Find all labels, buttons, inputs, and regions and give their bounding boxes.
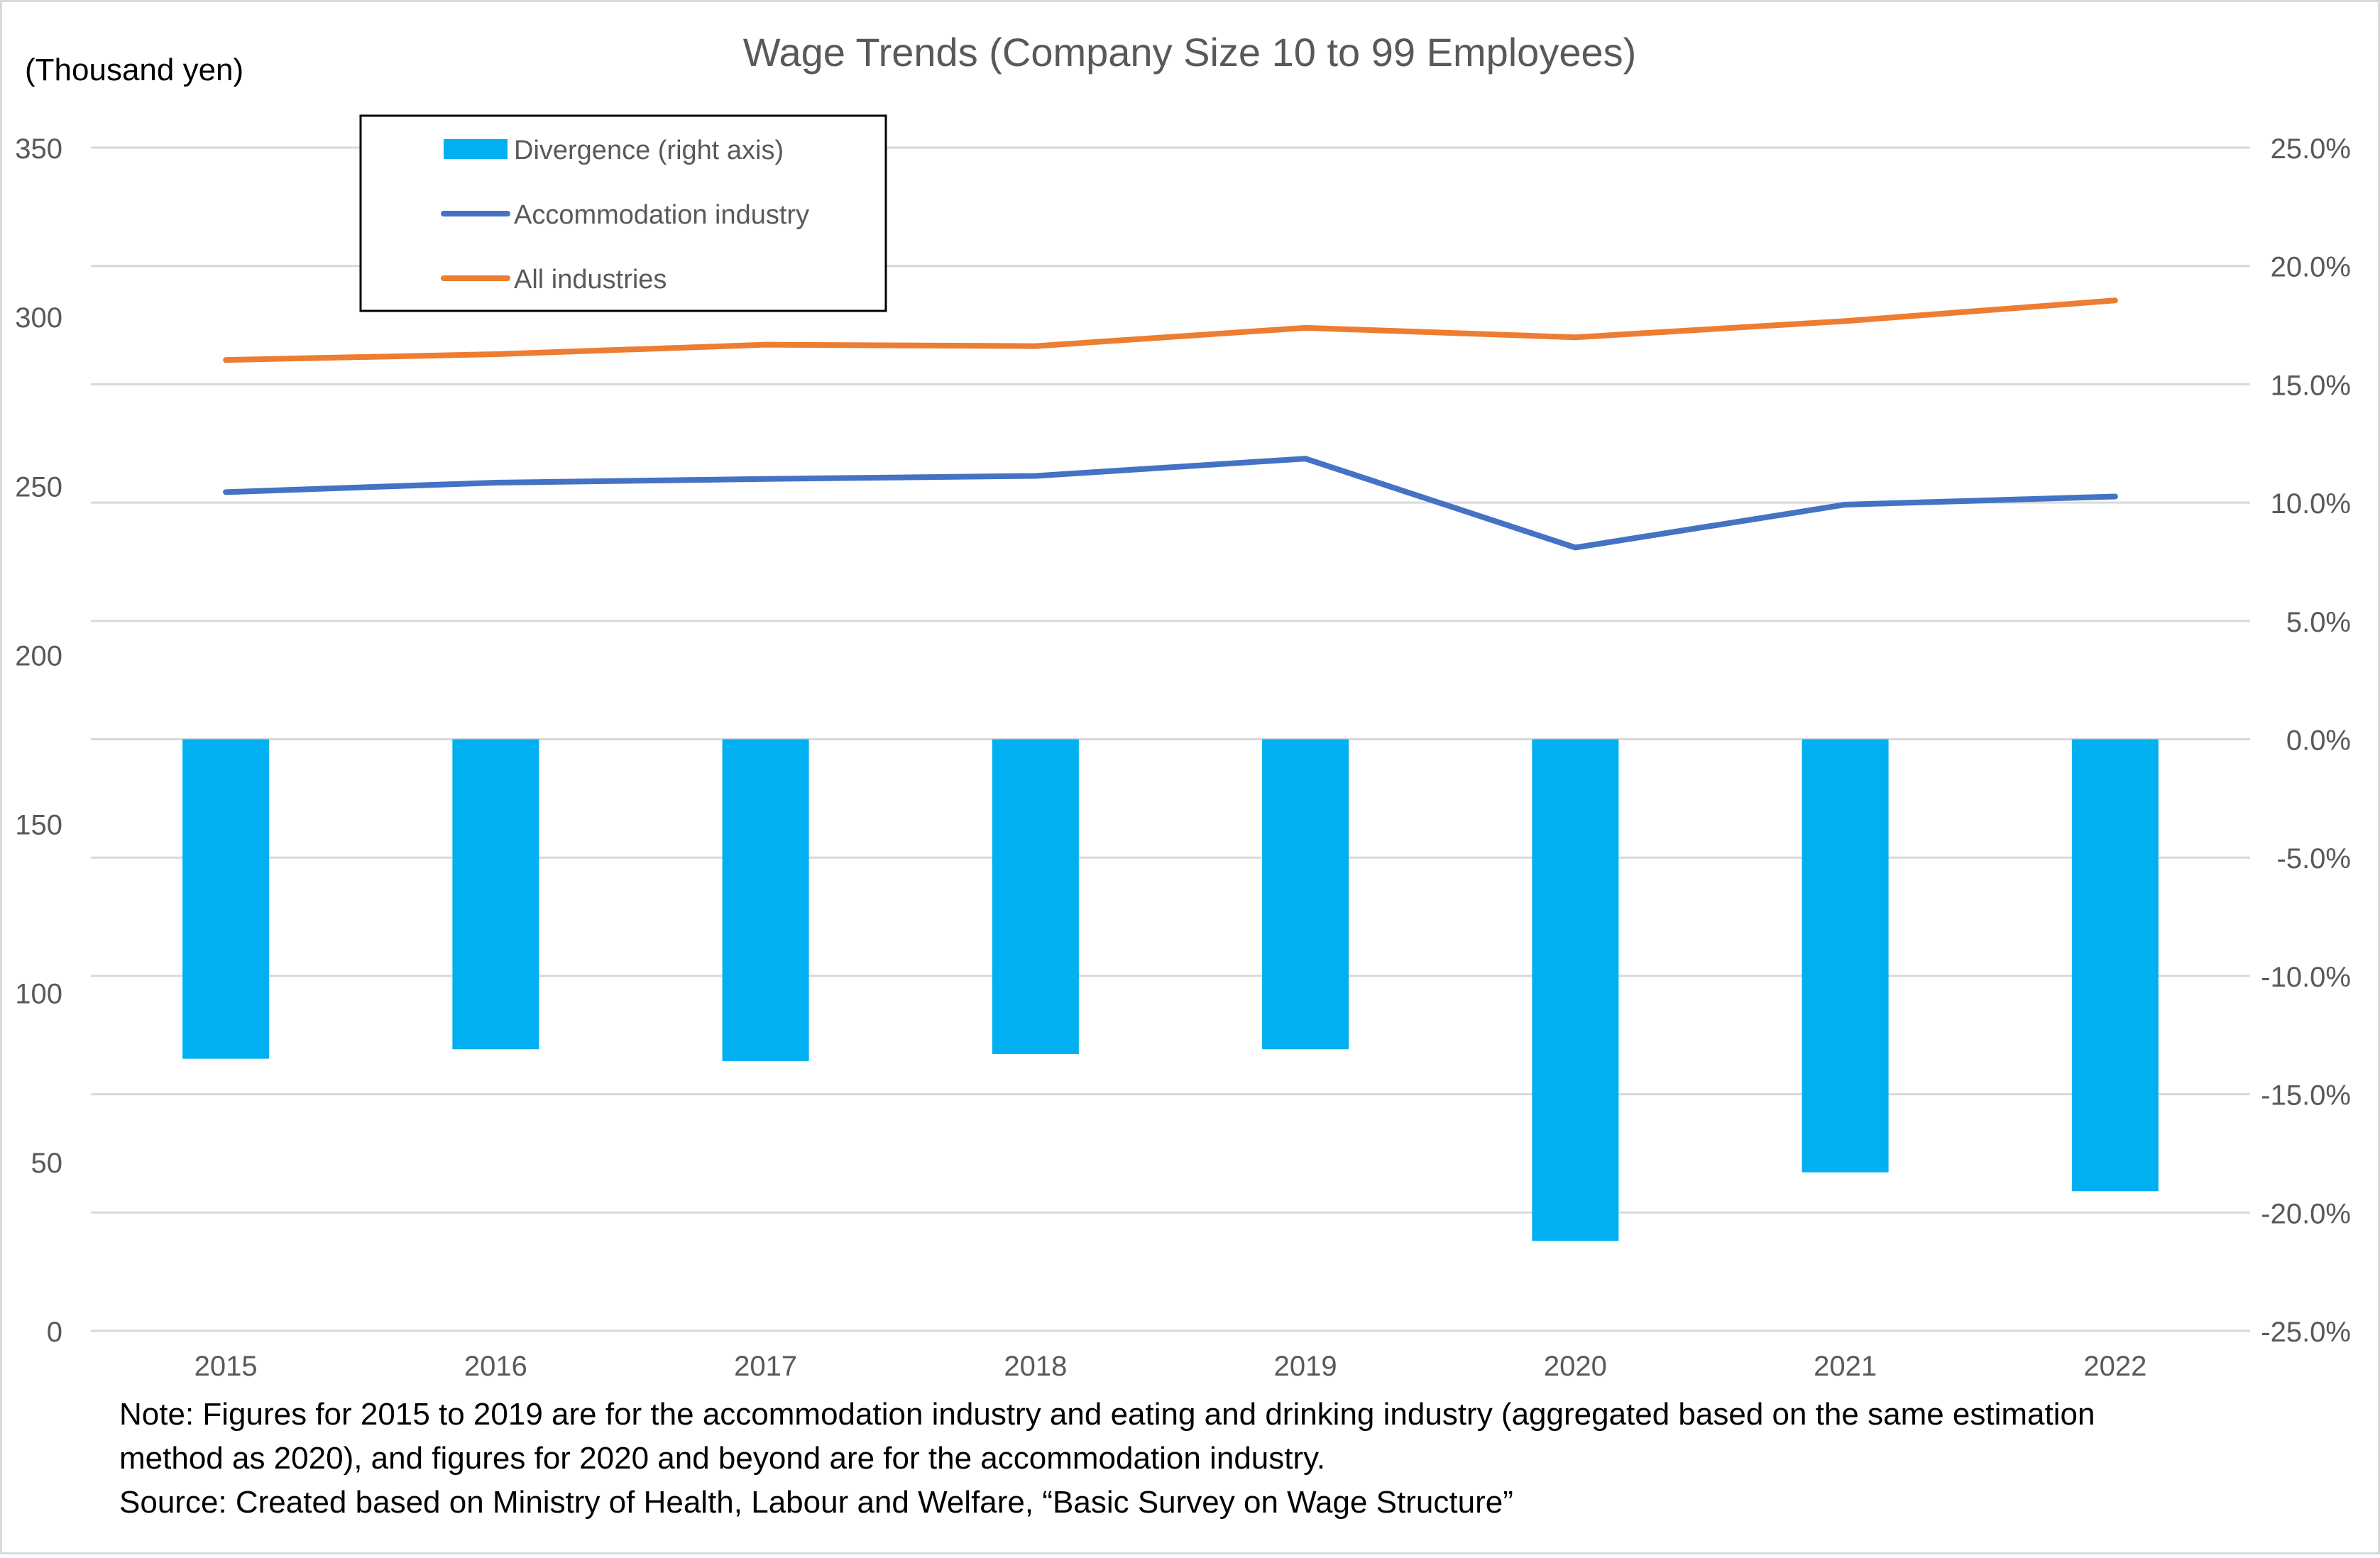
chart-note: Note: Figures for 2015 to 2019 are for t…	[119, 1393, 2334, 1525]
legend-label-all-industries: All industries	[514, 265, 667, 295]
bar-divergence	[1802, 739, 1889, 1173]
right-axis-tick-label: 0.0%	[2286, 725, 2351, 757]
legend-swatch-divergence-right-axis	[444, 139, 508, 159]
right-axis-tick-label: -25.0%	[2261, 1317, 2351, 1348]
left-axis-tick-label: 300	[15, 302, 62, 334]
axes: 0 50 100 150 200 250 300 350 -25.0% -20.0% -15.0% -…	[15, 133, 2351, 1382]
note-line-1: Note: Figures for 2015 to 2019 are for t…	[119, 1397, 2095, 1432]
x-axis-tick-label: 2021	[1814, 1351, 1877, 1382]
bar-divergence	[2071, 739, 2159, 1192]
left-axis-unit-label: (Thousand yen)	[25, 53, 243, 87]
line-all-industries	[223, 297, 2118, 363]
right-axis-tick-label: 25.0%	[2271, 133, 2351, 165]
note-line-2: method as 2020), and figures for 2020 an…	[119, 1441, 1326, 1476]
x-axis-tick-label: 2020	[1544, 1351, 1607, 1382]
right-axis-tick-label: 20.0%	[2271, 252, 2351, 283]
legend-label-accommodation-industry: Accommodation industry	[514, 200, 809, 230]
left-axis-tick-label: 200	[15, 640, 62, 671]
bar-divergence	[1262, 739, 1349, 1050]
x-axis-tick-label: 2019	[1274, 1351, 1337, 1382]
bar-divergence	[452, 739, 539, 1050]
legend: Divergence (right axis) Accommodation ind…	[359, 114, 887, 312]
left-axis-tick-label: 0	[47, 1317, 62, 1348]
bar-divergence	[992, 739, 1079, 1054]
line-series	[223, 297, 2118, 551]
x-axis-tick-label: 2022	[2083, 1351, 2146, 1382]
x-axis-tick-label: 2017	[734, 1351, 797, 1382]
right-axis-tick-label: -15.0%	[2261, 1080, 2351, 1112]
left-axis-tick-label: 350	[15, 133, 62, 165]
bar-divergence	[182, 739, 270, 1059]
legend-label-divergence-right-axis: Divergence (right axis)	[514, 136, 784, 165]
chart-title: Wage Trends (Company Size 10 to 99 Emplo…	[743, 30, 1637, 75]
line-accommodation-industry	[223, 456, 2118, 551]
divergence-bars	[182, 739, 2159, 1241]
x-axis-tick-label: 2016	[464, 1351, 527, 1382]
right-axis-tick-label: 10.0%	[2271, 488, 2351, 520]
right-axis-tick-label: -10.0%	[2261, 962, 2351, 993]
right-axis-tick-label: -5.0%	[2277, 843, 2352, 874]
right-axis-tick-label: 15.0%	[2271, 370, 2351, 401]
right-axis-tick-label: -20.0%	[2261, 1198, 2351, 1229]
right-axis-tick-label: 5.0%	[2286, 607, 2351, 638]
left-axis-tick-label: 250	[15, 471, 62, 503]
note-line-3: Source: Created based on Ministry of Hea…	[119, 1485, 1513, 1520]
left-axis-tick-label: 150	[15, 810, 62, 841]
x-axis-tick-label: 2018	[1004, 1351, 1067, 1382]
x-axis-tick-label: 2015	[194, 1351, 258, 1382]
bar-divergence	[1532, 739, 1619, 1241]
bar-divergence	[722, 739, 809, 1061]
left-axis-tick-label: 50	[31, 1148, 63, 1179]
left-axis-tick-label: 100	[15, 979, 62, 1010]
